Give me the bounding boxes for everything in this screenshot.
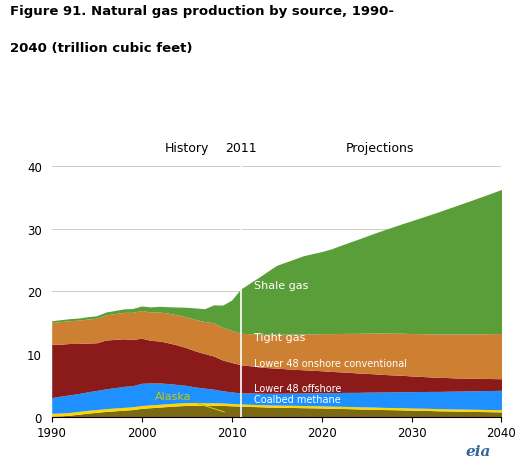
Text: Lower 48 onshore conventional: Lower 48 onshore conventional <box>254 359 407 369</box>
Text: Coalbed methane: Coalbed methane <box>254 394 341 404</box>
Text: eia: eia <box>466 444 491 458</box>
Text: Alaska: Alaska <box>155 391 224 412</box>
Text: 2011: 2011 <box>225 141 256 154</box>
Text: Figure 91. Natural gas production by source, 1990-: Figure 91. Natural gas production by sou… <box>10 5 394 18</box>
Text: Tight gas: Tight gas <box>254 332 306 343</box>
Text: Lower 48 offshore: Lower 48 offshore <box>254 383 342 393</box>
Text: Shale gas: Shale gas <box>254 281 309 291</box>
Text: History: History <box>164 141 209 154</box>
Text: 2040 (trillion cubic feet): 2040 (trillion cubic feet) <box>10 42 193 55</box>
Text: Projections: Projections <box>346 141 414 154</box>
